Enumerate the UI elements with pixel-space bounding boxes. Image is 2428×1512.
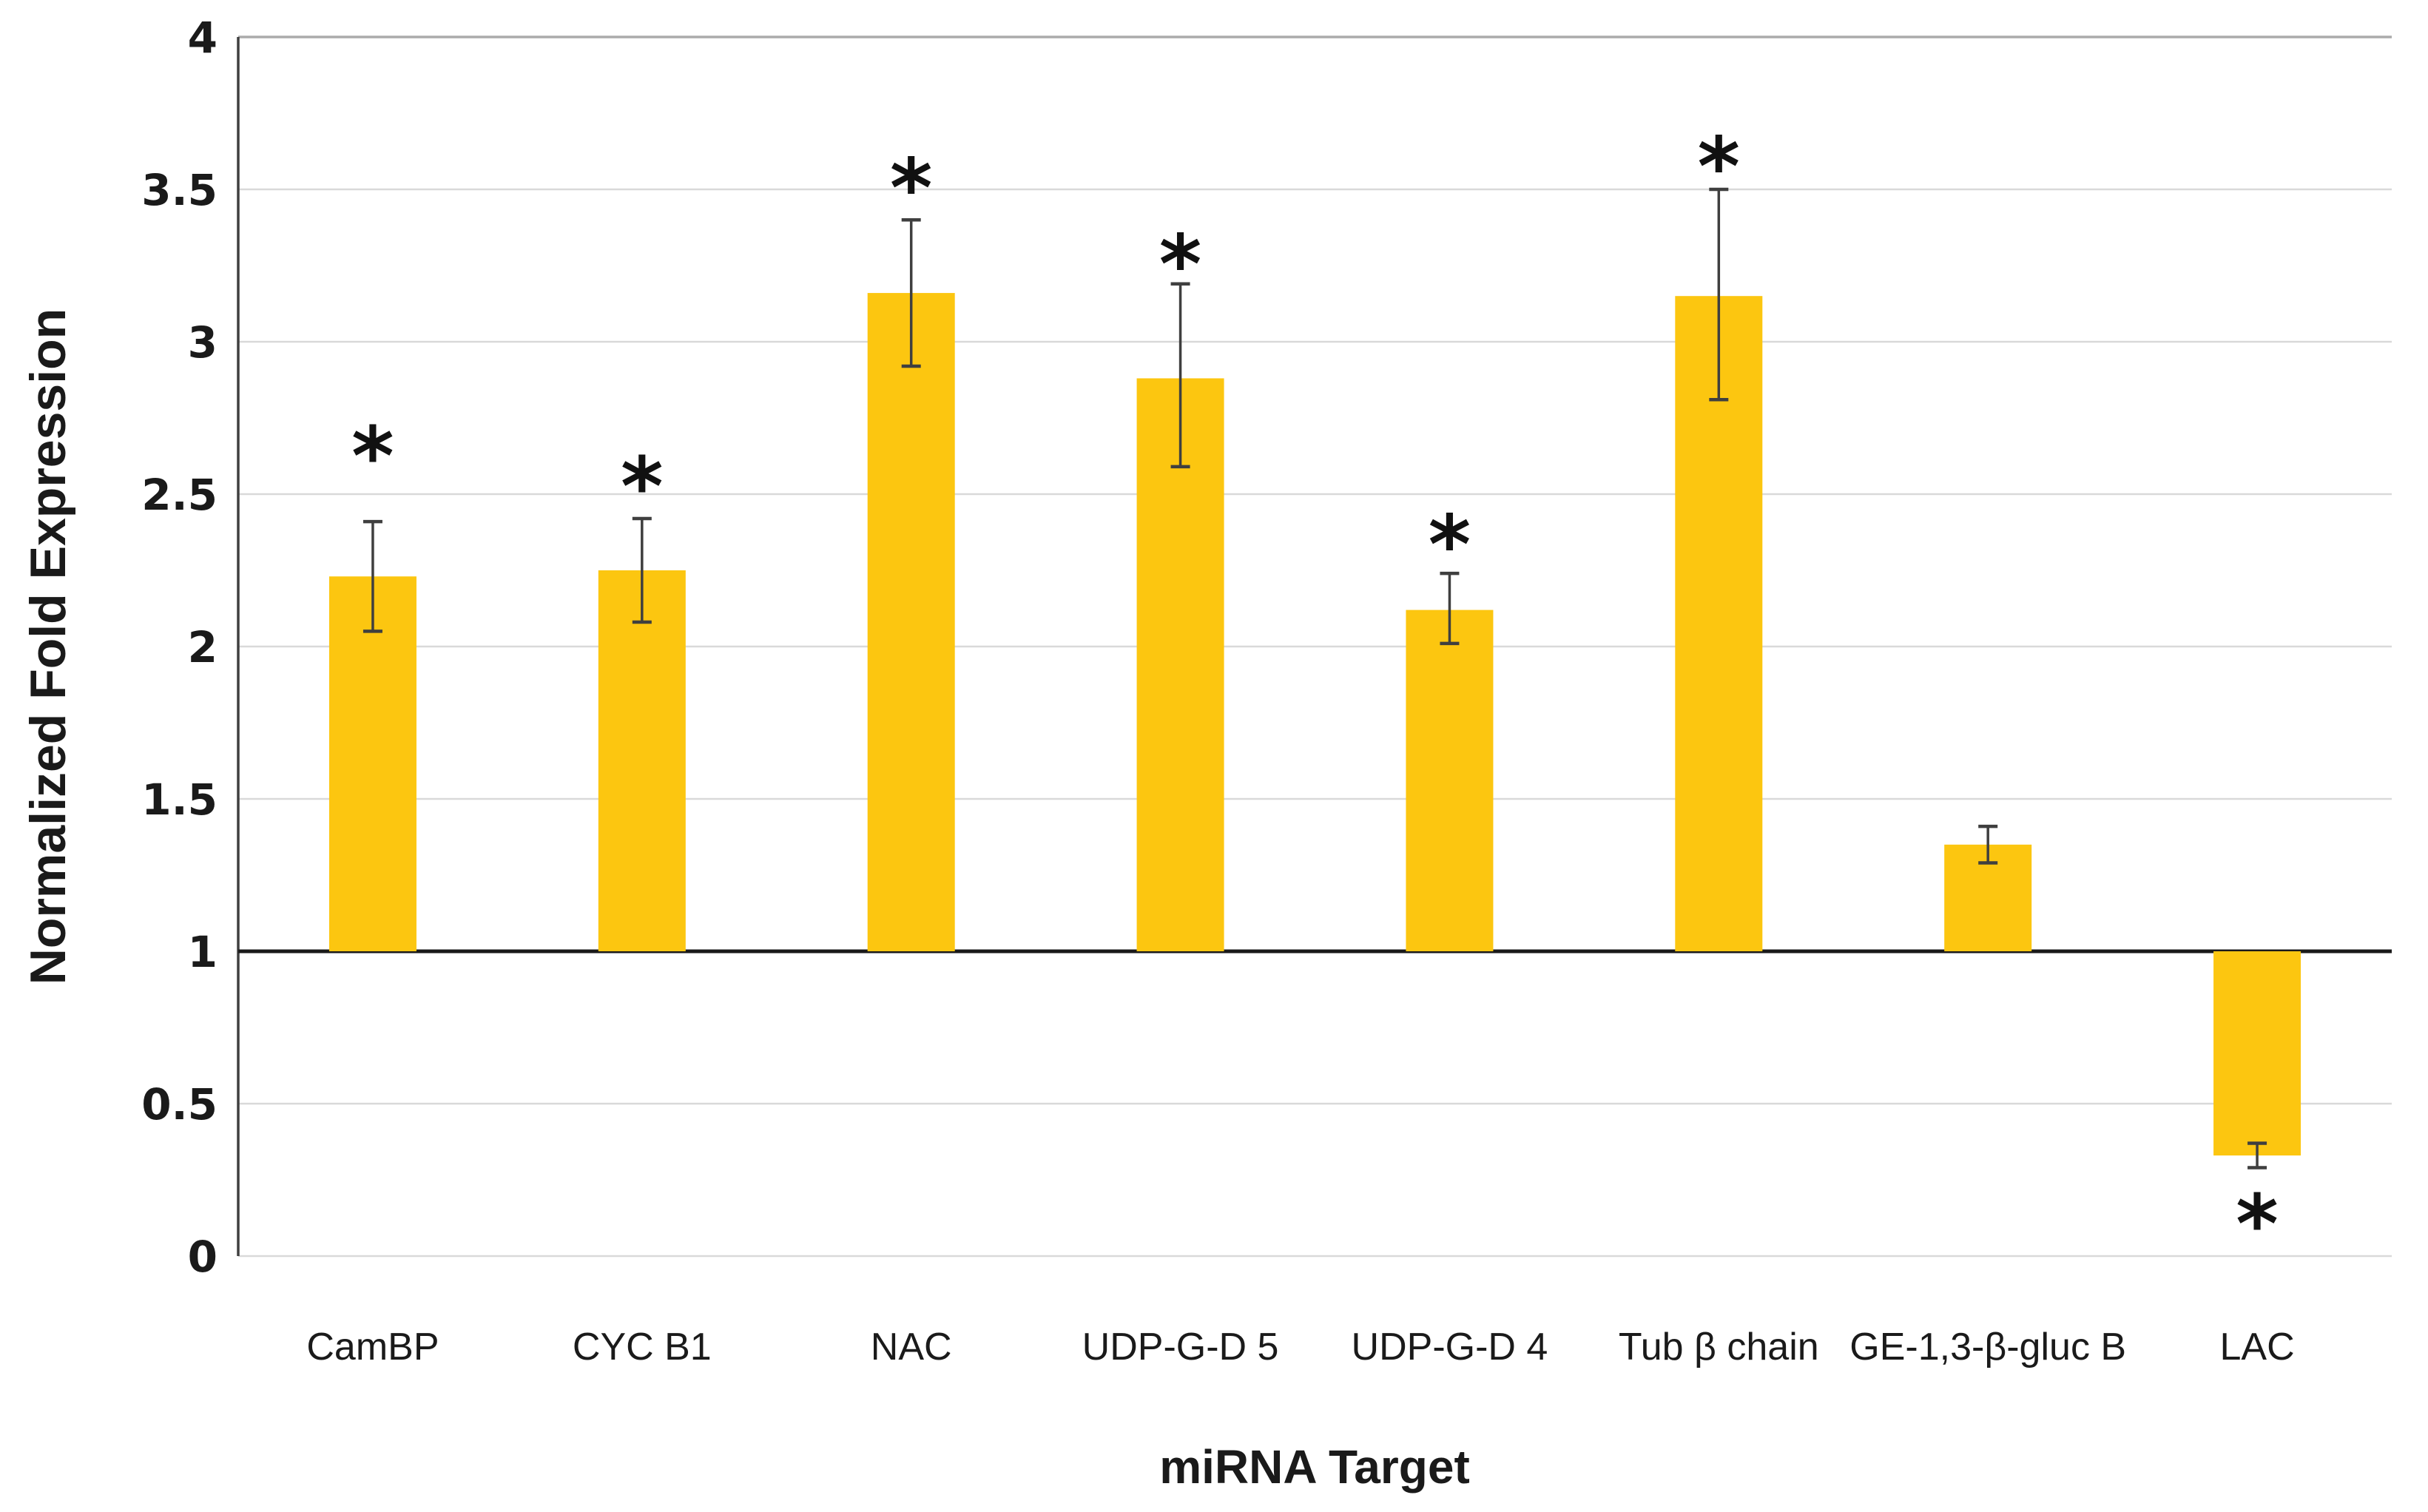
error-bar-GE-1,3-β-gluc B	[1978, 824, 1998, 865]
error-bar-LAC	[2247, 1141, 2267, 1170]
gridlines-group	[238, 36, 2392, 1258]
bar-NAC	[867, 293, 955, 952]
x-category-label-Tub β chain: Tub β chain	[1619, 1326, 1819, 1368]
error-bar-Tub β chain	[1709, 187, 1729, 402]
significance-asterisk-CYC B1: *	[621, 439, 664, 534]
bar-UDP-G-D 4	[1406, 610, 1494, 951]
x-category-label-LAC: LAC	[2219, 1326, 2294, 1368]
bar-CamBP	[328, 576, 417, 951]
significance-asterisk-UDP-G-D 4: *	[1429, 497, 1471, 592]
error-bar-CYC B1	[632, 516, 652, 624]
x-axis-title: miRNA Target	[1159, 1440, 1470, 1494]
significance-asterisk-CamBP: *	[351, 409, 394, 504]
bars-group	[328, 293, 2301, 1156]
bar-LAC	[2213, 951, 2301, 1156]
x-category-label-UDP-G-D 4: UDP-G-D 4	[1352, 1326, 1548, 1368]
y-tick-label-2.5: 2.5	[141, 470, 217, 520]
y-tick-label-3.5: 3.5	[141, 165, 217, 215]
error-bar-UDP-G-D 5	[1170, 282, 1190, 469]
significance-asterisk-Tub β chain: *	[1698, 120, 1741, 215]
y-tick-label-1: 1	[188, 927, 217, 977]
x-category-labels-group: CamBP CYC B1 NAC UDP-G-D 5 UDP-G-D 4 Tub β ch…	[306, 1326, 2294, 1368]
y-tick-label-1.5: 1.5	[141, 774, 217, 825]
y-tick-label-0.5: 0.5	[141, 1079, 217, 1130]
x-category-label-UDP-G-D 5: UDP-G-D 5	[1082, 1326, 1279, 1368]
significance-asterisk-LAC: *	[2236, 1177, 2279, 1272]
y-tick-labels-group: 4 3.5 3 2.5 2 1.5 1 0.5 0	[141, 13, 217, 1282]
y-tick-label-2: 2	[188, 622, 217, 672]
y-tick-label-0: 0	[188, 1232, 217, 1282]
error-bar-UDP-G-D 4	[1440, 571, 1460, 646]
x-category-label-CYC B1: CYC B1	[573, 1326, 712, 1368]
bar-Tub β chain	[1675, 296, 1763, 951]
bar-CYC B1	[598, 570, 686, 951]
x-category-label-NAC: NAC	[871, 1326, 952, 1368]
significance-group: * * * * * * *	[351, 120, 2279, 1272]
bar-UDP-G-D 5	[1136, 378, 1224, 951]
x-category-label-GE-1,3-β-gluc B: GE-1,3-β-gluc B	[1849, 1326, 2126, 1368]
significance-asterisk-UDP-G-D 5: *	[1159, 217, 1202, 311]
error-bars-group	[362, 187, 2267, 1170]
y-tick-label-4: 4	[188, 13, 217, 63]
error-bar-NAC	[901, 217, 921, 368]
error-bar-CamBP	[362, 519, 382, 633]
y-tick-label-3: 3	[188, 317, 217, 368]
y-axis-title: Normalized Fold Expression	[20, 308, 76, 985]
x-category-label-CamBP: CamBP	[306, 1326, 439, 1368]
significance-asterisk-NAC: *	[890, 141, 933, 235]
